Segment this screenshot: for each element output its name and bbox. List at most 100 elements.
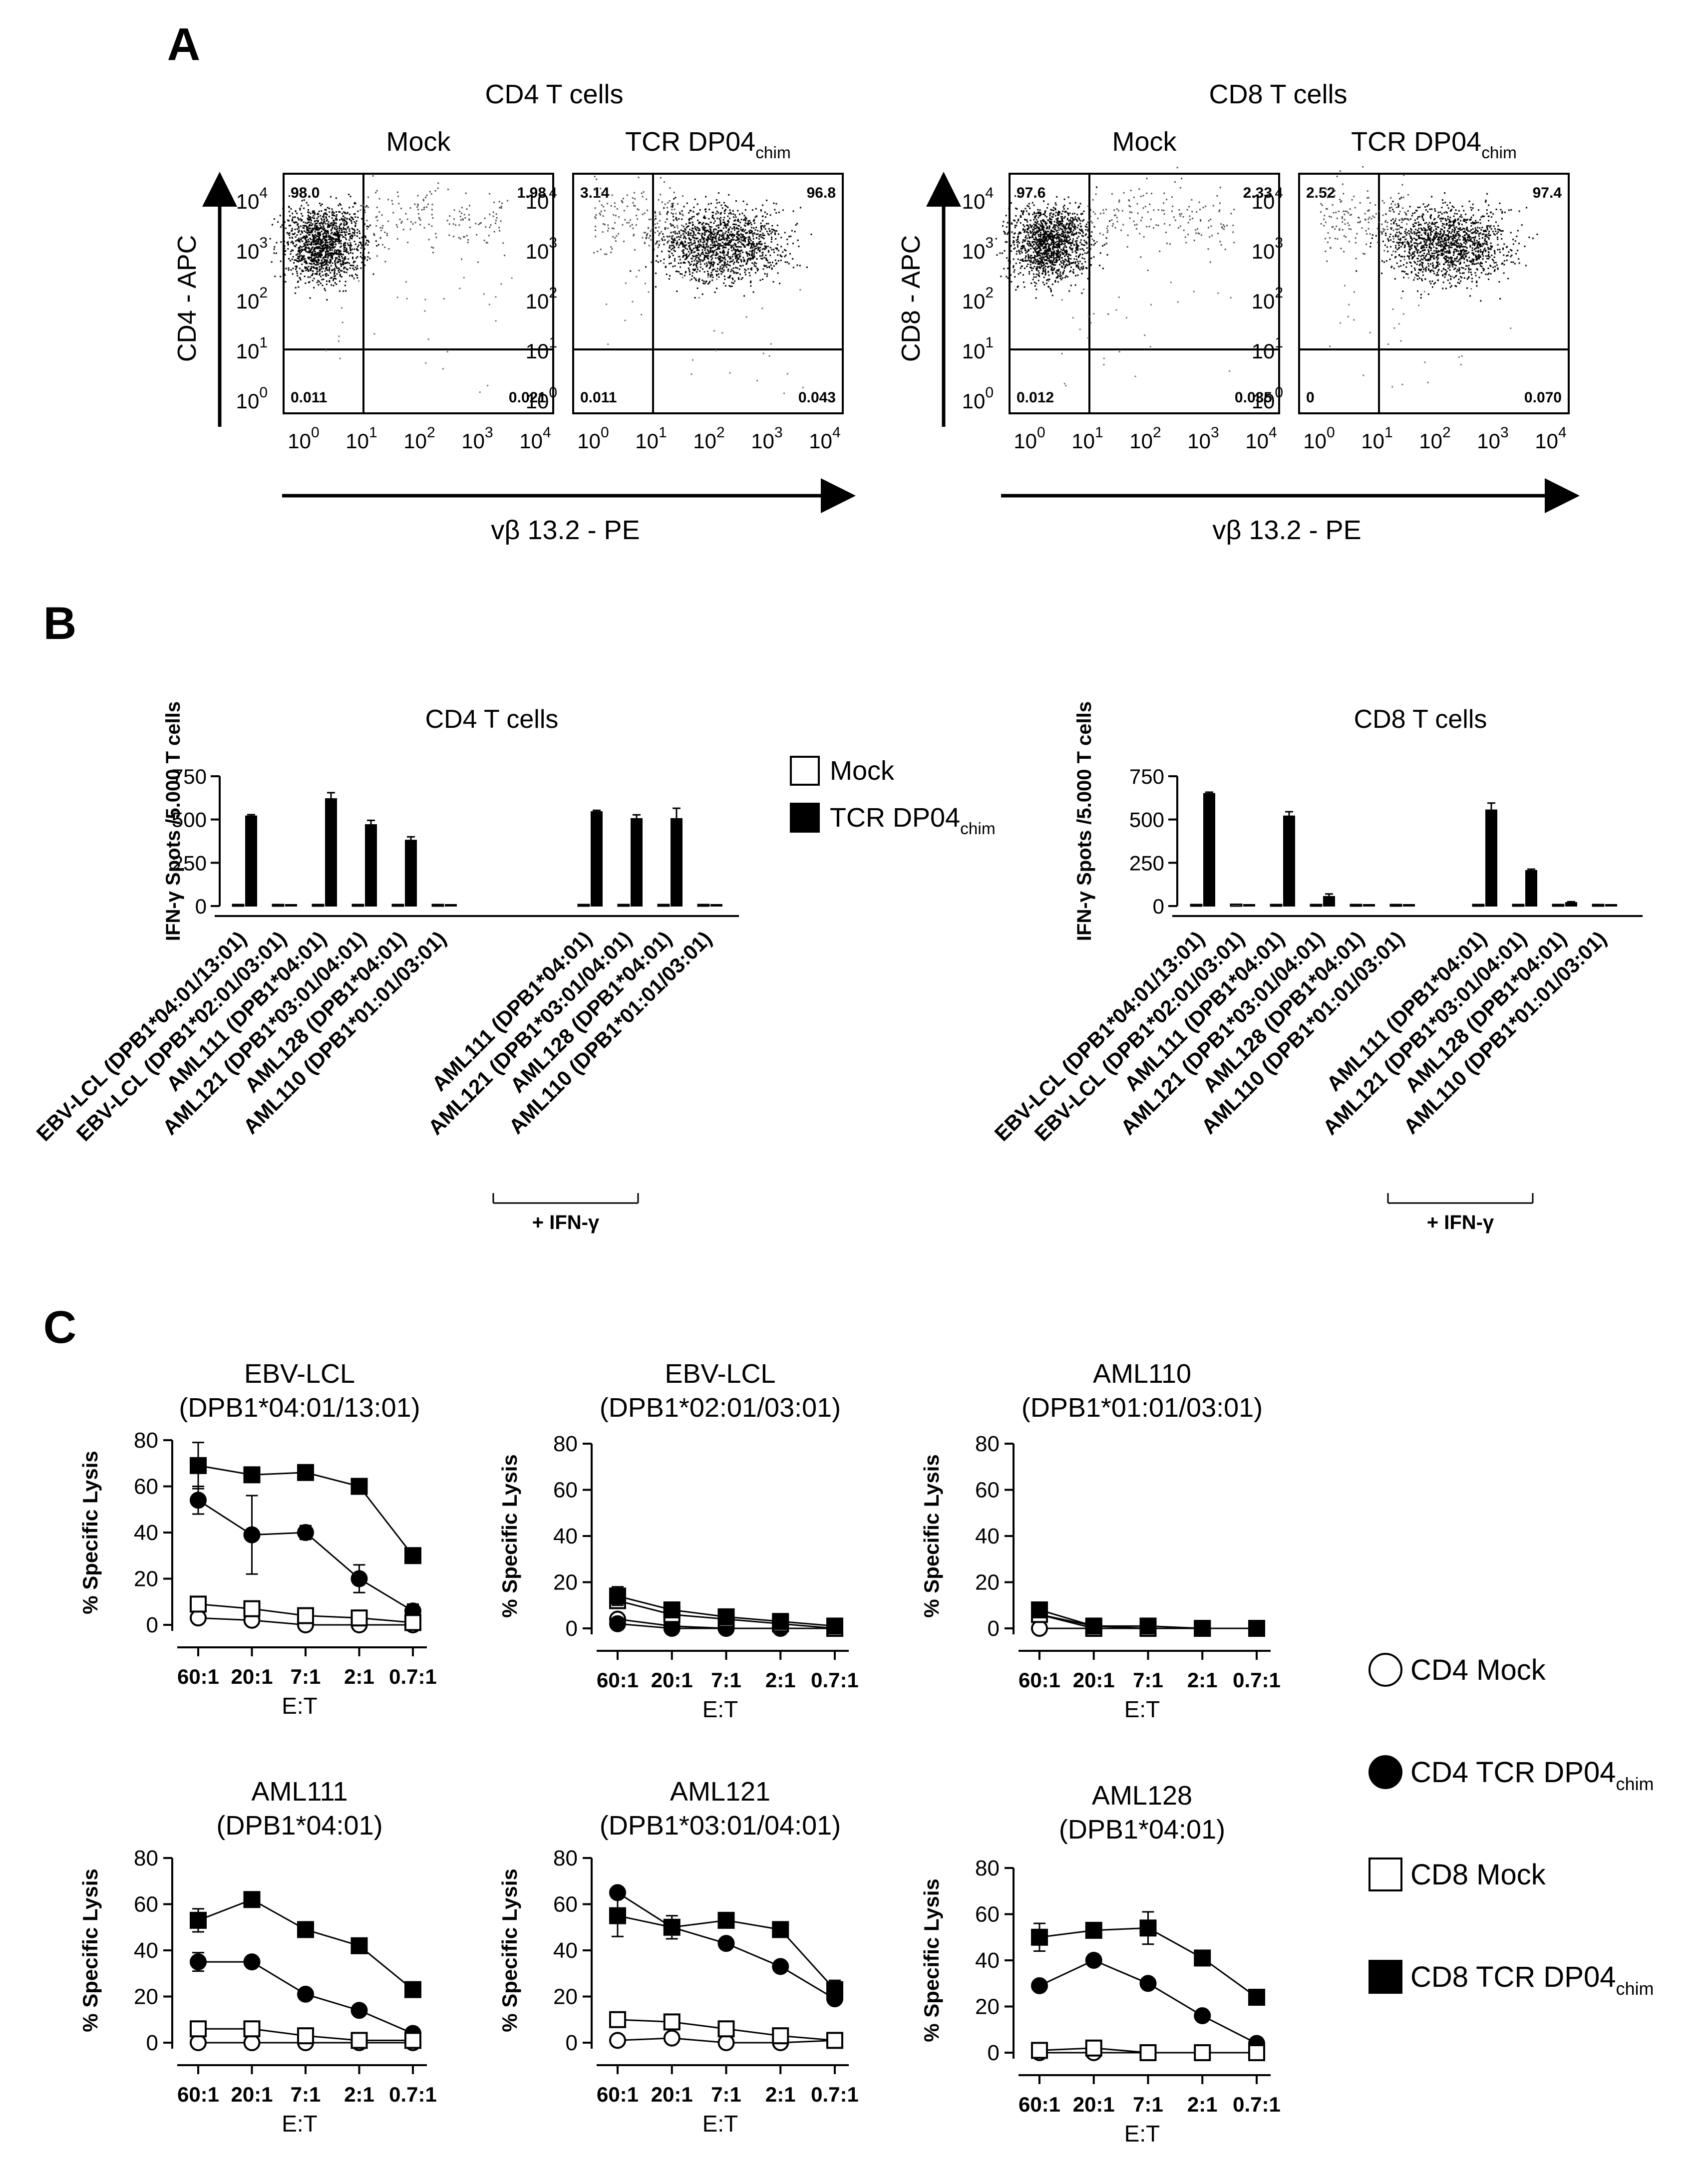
flow-event-dot xyxy=(1050,251,1052,253)
flow-event-dot xyxy=(337,232,339,234)
flow-event-dot xyxy=(751,244,753,246)
flow-event-dot xyxy=(1040,260,1042,262)
flow-event-dot xyxy=(1041,225,1043,227)
flow-event-dot xyxy=(727,206,729,208)
flow-event-dot xyxy=(1020,216,1022,218)
flow-event-dot xyxy=(1080,226,1082,228)
flow-event-dot xyxy=(751,255,753,257)
flow-event-dot xyxy=(790,235,792,237)
flow-event-dot xyxy=(671,238,673,240)
flow-event-dot xyxy=(326,253,328,255)
flow-event-dot xyxy=(747,222,749,224)
flow-event-dot xyxy=(1056,270,1058,272)
flow-event-dot xyxy=(1067,232,1069,234)
flow-event-dot xyxy=(1059,237,1061,239)
flow-event-dot xyxy=(765,257,767,259)
flow-event-dot xyxy=(1048,250,1050,252)
flow-event-dot xyxy=(719,261,721,263)
flow-event-dot xyxy=(682,256,684,258)
flow-event-dot xyxy=(1082,244,1084,246)
flow-event-dot xyxy=(1024,230,1026,232)
flow-event-dot xyxy=(1059,212,1061,214)
flow-event-dot xyxy=(637,208,639,210)
flow-event-dot xyxy=(638,209,640,211)
flow-event-dot xyxy=(742,244,744,246)
flow-event-dot xyxy=(717,257,719,259)
flow-event-dot xyxy=(330,272,332,274)
flow-event-dot xyxy=(306,241,308,243)
flow-event-dot xyxy=(764,228,766,230)
flow-event-dot xyxy=(1221,227,1223,229)
flow-event-dot xyxy=(354,213,356,215)
flow-event-dot xyxy=(717,233,719,235)
flow-event-dot xyxy=(294,222,296,224)
flow-event-dot xyxy=(298,240,300,242)
flow-event-dot xyxy=(1209,236,1211,238)
flow-event-dot xyxy=(293,234,295,236)
flow-event-dot xyxy=(1086,226,1088,228)
flow-event-dot xyxy=(369,224,371,226)
flow-event-dot xyxy=(731,286,733,288)
flow-event-dot xyxy=(320,227,322,229)
flow-x-tick: 104 xyxy=(809,424,840,453)
flow-event-dot xyxy=(672,213,674,215)
flow-event-dot xyxy=(1031,262,1033,264)
flow-event-dot xyxy=(295,287,297,289)
flow-event-dot xyxy=(632,197,634,199)
flow-event-dot xyxy=(349,242,351,244)
flow-event-dot xyxy=(1453,232,1455,234)
flow-event-dot xyxy=(318,239,320,241)
flow-event-dot xyxy=(1032,267,1034,269)
flow-event-dot xyxy=(319,270,321,272)
flow-event-dot xyxy=(326,280,328,282)
flow-event-dot xyxy=(397,195,399,197)
flow-event-dot xyxy=(1081,292,1083,294)
flow-y-tick: 103 xyxy=(962,235,994,263)
flow-event-dot xyxy=(1044,274,1046,276)
flow-event-dot xyxy=(648,291,650,293)
flow-event-dot xyxy=(365,206,367,208)
flow-event-dot xyxy=(1209,261,1211,263)
flow-event-dot xyxy=(352,258,354,260)
flow-event-dot xyxy=(365,242,367,244)
flow-event-dot xyxy=(723,252,725,254)
flow-event-dot xyxy=(343,222,345,224)
flow-event-dot xyxy=(1060,279,1062,281)
flow-event-dot xyxy=(661,238,663,240)
flow-event-dot xyxy=(1047,231,1049,233)
flow-event-dot xyxy=(678,262,680,264)
flow-event-dot xyxy=(1223,228,1225,230)
flow-event-dot xyxy=(1071,221,1073,223)
flow-event-dot xyxy=(1054,229,1056,231)
flow-event-dot xyxy=(725,237,727,239)
flow-event-dot xyxy=(1230,297,1232,299)
flow-event-dot xyxy=(1055,271,1057,273)
flow-event-dot xyxy=(299,252,301,254)
flow-event-dot xyxy=(736,260,738,262)
flow-event-dot xyxy=(683,230,685,232)
flow-event-dot xyxy=(1085,233,1087,235)
flow-event-dot xyxy=(315,247,317,249)
flow-event-dot xyxy=(759,230,761,232)
flow-event-dot xyxy=(695,264,697,266)
flow-event-dot xyxy=(331,249,333,251)
flow-event-dot xyxy=(321,271,323,273)
flow-event-dot xyxy=(1048,225,1050,227)
flow-event-dot xyxy=(306,262,308,264)
flow-event-dot xyxy=(334,241,336,243)
flow-event-dot xyxy=(325,349,327,351)
flow-event-dot xyxy=(348,244,350,246)
flow-event-dot xyxy=(733,239,735,241)
flow-event-dot xyxy=(1009,261,1011,263)
flow-event-dot xyxy=(1040,232,1042,234)
flow-event-dot xyxy=(691,221,693,223)
flow-event-dot xyxy=(732,237,734,239)
flow-event-dot xyxy=(356,235,358,237)
flow-event-dot xyxy=(1063,243,1065,245)
flow-event-dot xyxy=(720,271,722,273)
flow-event-dot xyxy=(673,192,675,194)
flow-event-dot xyxy=(762,225,764,227)
flow-event-dot xyxy=(326,245,328,247)
flow-event-dot xyxy=(696,271,698,273)
flow-event-dot xyxy=(685,271,687,273)
